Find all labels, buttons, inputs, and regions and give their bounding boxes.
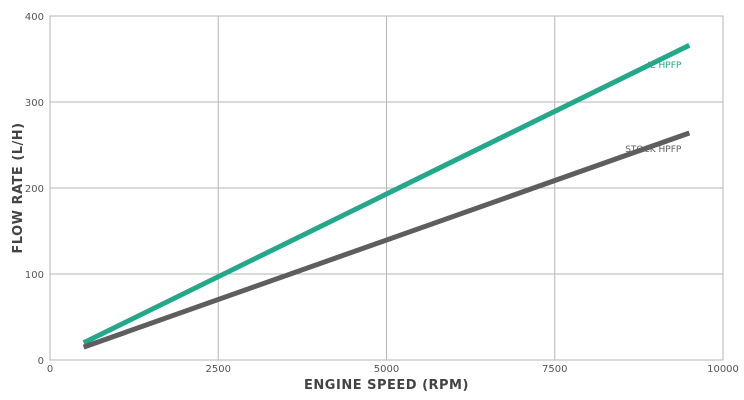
y-axis-title: FLOW RATE (L/H) xyxy=(11,122,26,253)
y-tick-label: 400 xyxy=(25,12,44,23)
y-tick-label: 200 xyxy=(25,184,44,195)
x-tick-label: 0 xyxy=(47,364,53,375)
y-tick-label: 0 xyxy=(38,356,44,367)
series-label-0: IE HPFP xyxy=(647,61,682,71)
series-lines xyxy=(82,42,691,350)
plot-area-frame xyxy=(49,15,724,361)
tick-labels: 0 2500 5000 7500 10000 0 100 200 300 400 xyxy=(25,12,739,375)
x-tick-label: 7500 xyxy=(542,364,567,375)
x-tick-label: 5000 xyxy=(374,364,399,375)
y-tick-label: 100 xyxy=(25,270,44,281)
x-tick-label: 2500 xyxy=(206,364,231,375)
series-line-1 xyxy=(82,130,691,350)
y-tick-label: 300 xyxy=(25,98,44,109)
series-line-0 xyxy=(82,42,691,346)
series-labels: IE HPFP STOCK HPFP xyxy=(625,61,682,155)
x-tick-label: 10000 xyxy=(707,364,739,375)
series-label-1: STOCK HPFP xyxy=(625,145,682,155)
x-axis-title: ENGINE SPEED (RPM) xyxy=(304,378,469,393)
